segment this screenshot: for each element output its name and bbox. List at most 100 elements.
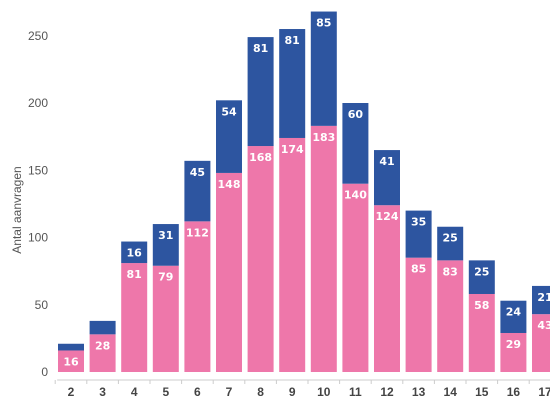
data-label: 25 (474, 265, 489, 278)
bar-stack-3: 28 (89, 320, 116, 372)
bar-stack-15: 58 25 (468, 260, 495, 372)
x-tick-label: 7 (226, 385, 233, 399)
bar-segment-bottom-5 (152, 265, 179, 372)
bar-segment-bottom-6 (184, 221, 211, 372)
bar-stack-17: 43 21 (532, 285, 550, 372)
y-axis: 0 50 100 150 200 250 (28, 29, 48, 379)
bar-stack-7: 148 54 (216, 100, 242, 372)
bar-stack-4: 81 16 (121, 241, 148, 372)
x-axis: 2 3 4 5 6 7 8 9 10 11 12 13 14 15 16 17 (54, 379, 550, 399)
data-label: 168 (249, 151, 272, 164)
x-tick-label: 6 (194, 385, 201, 399)
bar-stack-8: 168 81 (247, 37, 274, 372)
data-label: 16 (63, 355, 79, 368)
bar-segment-top-7 (216, 100, 242, 173)
data-label: 60 (348, 108, 364, 121)
data-label: 112 (186, 226, 209, 239)
x-tick-label: 4 (131, 385, 138, 399)
bar-stack-10: 183 85 (310, 11, 337, 373)
data-label: 81 (285, 34, 300, 47)
data-label: 24 (506, 306, 522, 319)
bar-segment-top-8 (247, 37, 274, 147)
bar-stack-5: 79 31 (152, 224, 179, 372)
data-label: 28 (95, 339, 110, 352)
bar-segment-top-5 (152, 224, 179, 266)
data-label: 174 (281, 143, 304, 156)
bar-segment-bottom-17 (532, 314, 550, 372)
data-label: 81 (127, 268, 142, 281)
bar-segment-top-16 (500, 300, 527, 333)
data-label: 21 (537, 291, 550, 304)
y-axis-title: Antal aanvragen (10, 166, 24, 253)
x-tick-label: 3 (99, 385, 106, 399)
bar-segment-top-12 (374, 150, 400, 206)
data-label: 58 (474, 299, 489, 312)
bar-stack-14: 83 25 (437, 226, 464, 372)
data-label: 16 (127, 247, 143, 260)
bar-segment-bottom-2 (58, 350, 84, 372)
x-tick-label: 13 (412, 385, 426, 399)
bar-stack-9: 174 81 (279, 29, 306, 372)
data-label: 85 (316, 17, 331, 30)
x-tick-label: 9 (289, 385, 296, 399)
bar-segment-top-14 (437, 226, 464, 261)
data-label: 41 (379, 155, 394, 168)
bar-segment-top-4 (121, 241, 148, 264)
bar-segment-top-3 (89, 320, 116, 335)
data-label: 45 (190, 166, 205, 179)
data-label: 148 (218, 178, 241, 191)
bar-segment-top-9 (279, 29, 306, 138)
bar-segment-top-11 (342, 103, 369, 184)
bar-segment-bottom-14 (437, 260, 464, 372)
data-label: 140 (344, 189, 367, 202)
x-tick-label: 12 (380, 385, 394, 399)
bar-stack-2: 16 (58, 343, 84, 372)
y-tick-label: 250 (28, 29, 48, 43)
data-label: 31 (158, 229, 173, 242)
bars: 16 28 81 16 79 31 112 45 148 54 168 81 174 81 183 85 140… (58, 11, 550, 373)
x-tick-label: 10 (317, 385, 331, 399)
data-label: 85 (411, 263, 426, 276)
y-tick-label: 100 (28, 231, 48, 245)
bar-stack-12: 124 41 (374, 150, 400, 372)
bar-segment-top-2 (58, 343, 84, 351)
x-tick-label: 17 (538, 385, 550, 399)
bar-segment-top-6 (184, 160, 211, 222)
bar-segment-top-10 (310, 11, 337, 126)
y-tick-label: 50 (35, 298, 49, 312)
data-label: 81 (253, 42, 268, 55)
x-tick-label: 16 (507, 385, 521, 399)
data-label: 183 (312, 131, 335, 144)
data-label: 29 (506, 338, 521, 351)
bar-stack-13: 85 35 (405, 210, 432, 372)
bar-segment-bottom-7 (216, 172, 242, 372)
y-tick-label: 0 (41, 365, 48, 379)
bar-segment-bottom-3 (89, 334, 116, 372)
bar-segment-bottom-16 (500, 332, 527, 372)
y-tick-label: 200 (28, 96, 48, 110)
x-tick-label: 8 (257, 385, 264, 399)
x-tick-label: 15 (475, 385, 489, 399)
bar-segment-top-17 (532, 285, 550, 315)
bar-stack-11: 140 60 (342, 103, 369, 372)
data-label: 35 (411, 216, 426, 229)
x-tick-label: 2 (68, 385, 75, 399)
bar-segment-bottom-15 (468, 293, 495, 372)
data-label: 43 (537, 319, 550, 332)
bar-stack-16: 29 24 (500, 300, 527, 372)
x-tick-label: 5 (162, 385, 169, 399)
bar-segment-bottom-11 (342, 183, 369, 372)
data-label: 25 (443, 232, 458, 245)
bar-segment-bottom-13 (405, 257, 432, 372)
data-label: 83 (443, 265, 458, 278)
data-label: 124 (376, 210, 399, 223)
bar-stack-6: 112 45 (184, 160, 211, 372)
bar-segment-bottom-12 (374, 205, 400, 372)
bar-segment-top-13 (405, 210, 432, 258)
x-tick-label: 11 (349, 385, 362, 399)
bar-segment-bottom-10 (310, 125, 337, 373)
bar-segment-bottom-9 (279, 137, 306, 372)
bar-segment-bottom-4 (121, 263, 148, 372)
bar-segment-bottom-8 (247, 146, 274, 372)
